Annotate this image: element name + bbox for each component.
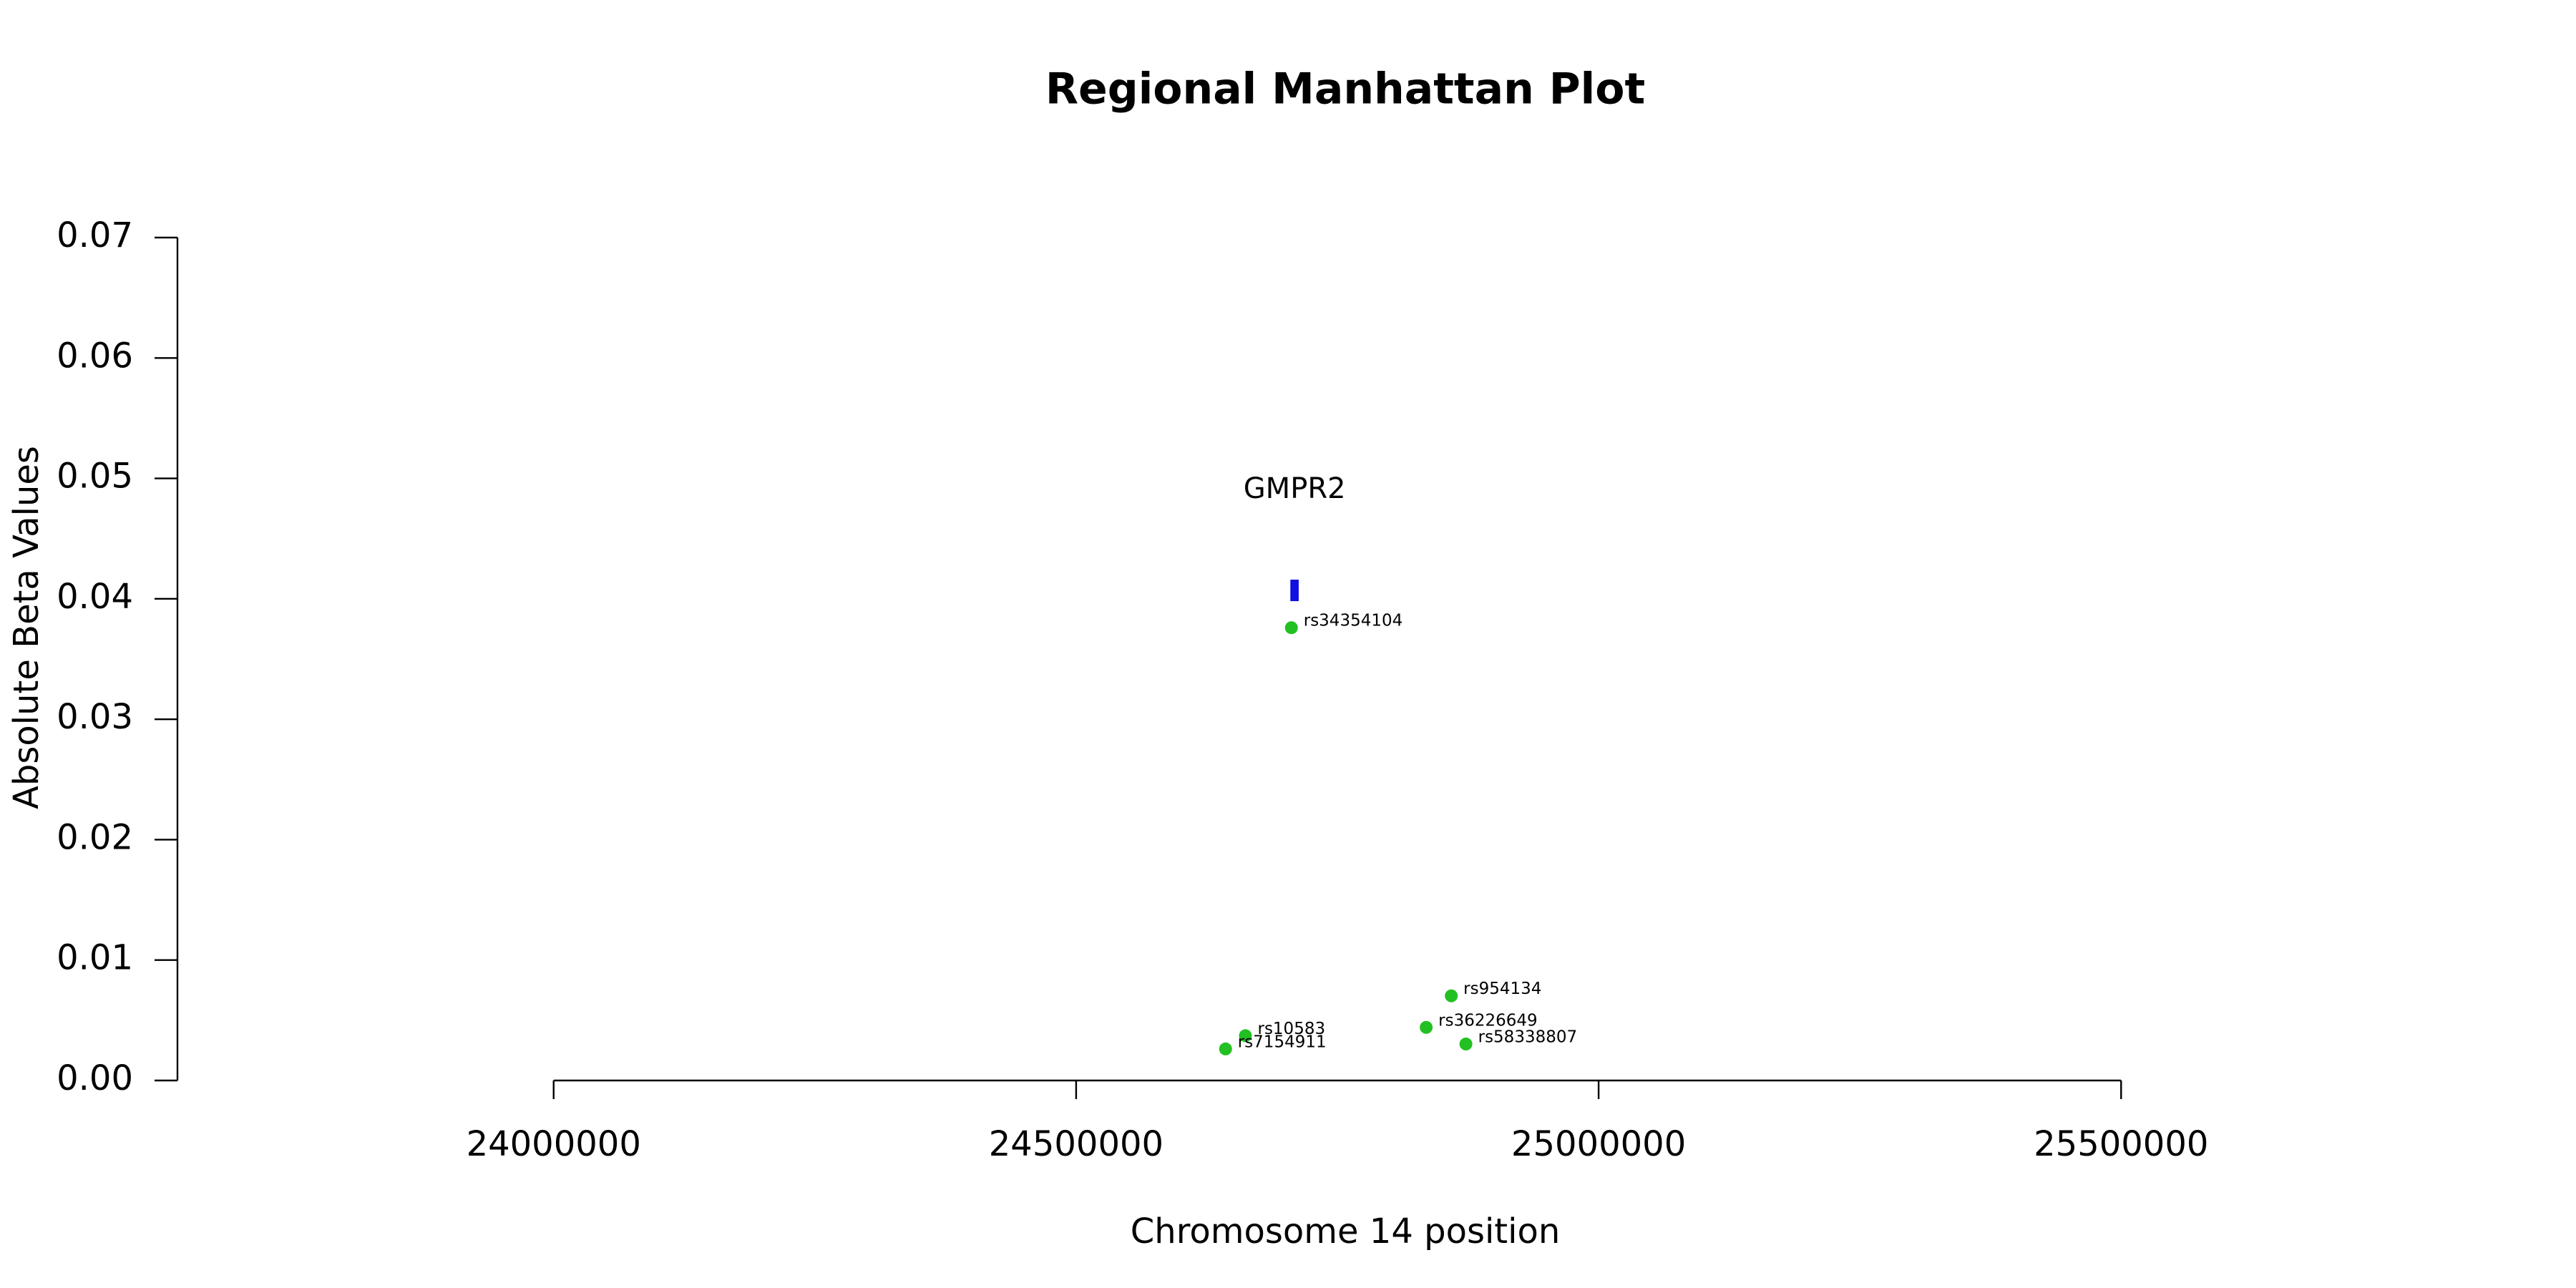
x-tick-label: 24500000 [989, 1124, 1163, 1164]
snp-point [1284, 621, 1298, 635]
snp-label: rs7154911 [1238, 1033, 1327, 1051]
snp-label: rs34354104 [1304, 612, 1403, 630]
gene-mark [1290, 580, 1299, 602]
gene-label: GMPR2 [1244, 472, 1346, 505]
y-tick-label: 0.06 [57, 336, 133, 376]
snp-point [1459, 1038, 1473, 1051]
x-axis-title: Chromosome 14 position [1131, 1211, 1561, 1252]
snp-label: rs58338807 [1478, 1028, 1578, 1047]
y-tick-label: 0.07 [57, 215, 133, 255]
y-tick-label: 0.02 [57, 817, 133, 857]
chart-title: Regional Manhattan Plot [1045, 64, 1645, 114]
x-tick-label: 24000000 [467, 1124, 641, 1164]
y-tick-label: 0.01 [57, 938, 133, 978]
snp-label: rs36226649 [1438, 1011, 1538, 1030]
snp-point [1239, 1029, 1252, 1043]
snp-point [1445, 989, 1458, 1002]
snp-label: rs10583 [1257, 1020, 1325, 1038]
y-axis-title: Absolute Beta Values [6, 446, 47, 809]
y-tick-label: 0.00 [57, 1058, 133, 1098]
y-tick-label: 0.04 [57, 577, 133, 617]
y-tick-label: 0.05 [57, 457, 133, 497]
y-tick-label: 0.03 [57, 697, 133, 737]
snp-point [1219, 1042, 1232, 1055]
x-tick-label: 25000000 [1511, 1124, 1686, 1164]
snp-point [1420, 1020, 1433, 1034]
x-tick-label: 25500000 [2034, 1124, 2208, 1164]
snp-label: rs954134 [1463, 980, 1541, 998]
